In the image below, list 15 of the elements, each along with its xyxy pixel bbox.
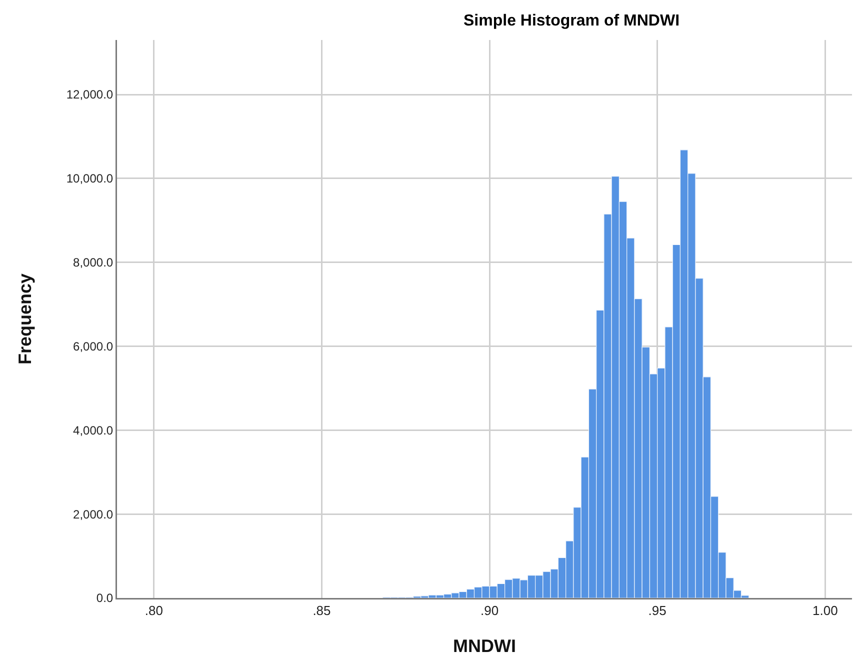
x-axis-title: MNDWI — [453, 636, 516, 656]
y-tick-label: 8,000.0 — [73, 256, 114, 270]
y-tick-label: 6,000.0 — [73, 339, 114, 354]
y-axis-title: Frequency — [14, 273, 35, 365]
y-tick-label: 10,000.0 — [66, 172, 114, 186]
y-tick-label: 4,000.0 — [73, 423, 114, 438]
y-tick-label: 12,000.0 — [66, 88, 114, 102]
x-tick-label: 1.00 — [812, 603, 838, 618]
y-tick-label: 0.0 — [96, 591, 114, 606]
x-tick-label: .85 — [312, 603, 331, 618]
chart-title: Simple Histogram of MNDWI — [464, 12, 680, 30]
x-tick-label: .90 — [480, 603, 499, 618]
y-tick-label: 2,000.0 — [73, 507, 114, 522]
x-tick-label: .80 — [144, 603, 163, 618]
x-tick-label: .95 — [648, 603, 666, 618]
